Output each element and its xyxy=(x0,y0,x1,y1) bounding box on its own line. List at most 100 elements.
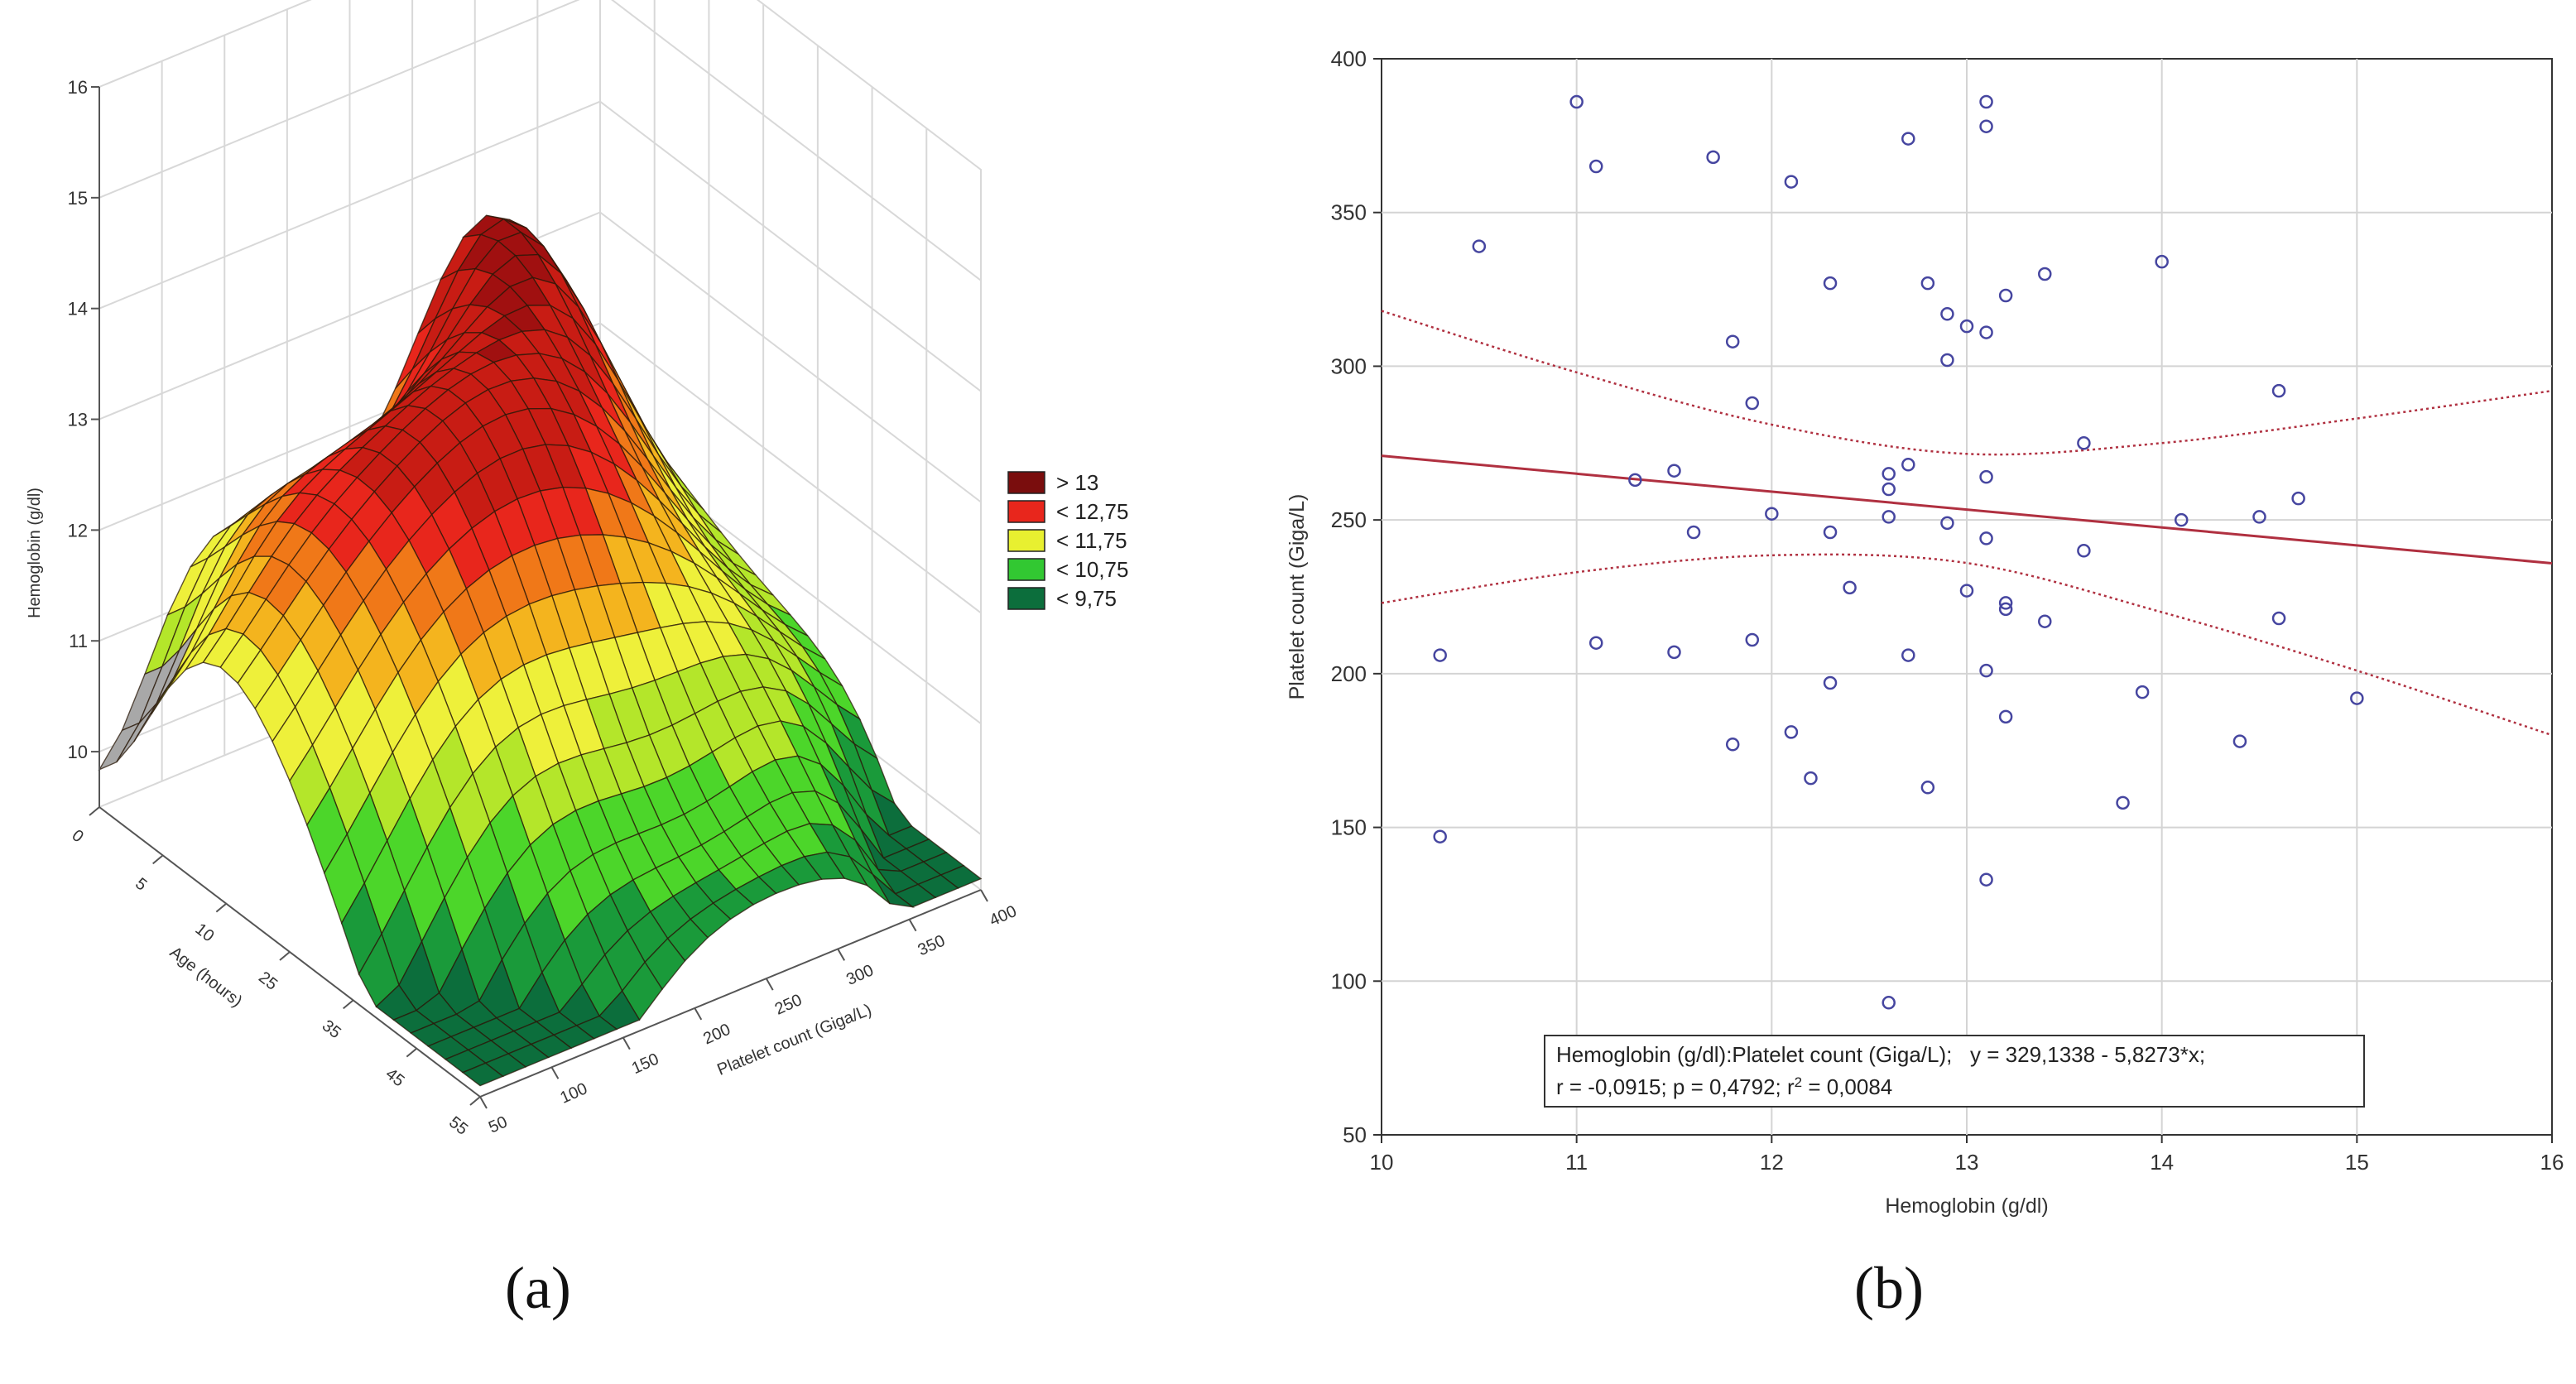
data-point xyxy=(2155,254,2169,269)
data-point xyxy=(1901,132,1915,146)
x-tick-label: 250 xyxy=(772,991,805,1019)
data-point xyxy=(1979,531,1993,545)
data-point xyxy=(1667,645,1681,660)
data-point xyxy=(1882,510,1896,524)
z-tick-label: 12 xyxy=(68,520,88,541)
legend-swatch xyxy=(1007,558,1045,581)
data-point xyxy=(1667,464,1681,478)
data-point xyxy=(1920,781,1935,795)
confidence-band xyxy=(1381,310,2553,737)
legend-label: > 13 xyxy=(1056,470,1098,495)
scatter-chart: 10 11 12 13 14 15 16 50 100 150 200 250 300 350 400 He… xyxy=(1286,46,2564,1218)
data-point xyxy=(1823,525,1838,540)
panel-label-b: (b) xyxy=(1854,1255,1924,1321)
annotation-line-2: r = -0,0915; p = 0,4792; r2 = 0,0084 xyxy=(1556,1074,1892,1100)
data-point xyxy=(2350,691,2364,705)
data-point xyxy=(2038,267,2052,281)
annotation-superscript: 2 xyxy=(1795,1074,1802,1090)
data-point xyxy=(1920,276,1935,291)
y-tick-label: 35 xyxy=(319,1016,344,1042)
legend-swatch xyxy=(1007,529,1045,552)
data-point xyxy=(2077,544,2091,558)
data-point xyxy=(1959,584,1974,598)
y-tick-mark xyxy=(343,999,354,1010)
y-tick-mark xyxy=(469,1096,481,1106)
annotation-line-1: Hemoglobin (g/dl):Platelet count (Giga/L… xyxy=(1556,1042,2205,1067)
data-point xyxy=(1979,663,1993,678)
x-tick-mark xyxy=(622,1037,631,1050)
x-tick-mark xyxy=(765,978,774,991)
data-point xyxy=(2038,614,2052,628)
data-point xyxy=(1843,580,1857,595)
data-point xyxy=(2232,734,2247,748)
data-point xyxy=(1588,636,1603,650)
data-point xyxy=(1725,334,1740,348)
data-point xyxy=(1588,159,1603,174)
y-axis-title: Platelet count (Giga/L) xyxy=(1286,494,1309,700)
legend-swatch xyxy=(1007,500,1045,523)
scatter-axis-ticks: 10 11 12 13 14 15 16 50 100 150 200 250 300 350 400 xyxy=(1331,46,2564,1175)
data-point xyxy=(1979,469,1993,484)
x-tick-label: 10 xyxy=(1370,1150,1394,1175)
data-point xyxy=(1745,396,1760,411)
z-tick-label: 13 xyxy=(68,410,88,430)
data-point xyxy=(1804,771,1818,786)
data-point xyxy=(1979,872,1993,887)
surface-chart: 5010015020025030035040055453525105010111… xyxy=(26,0,1128,1139)
x-tick-label: 12 xyxy=(1760,1150,1784,1175)
x-axis-title: Hemoglobin (g/dl) xyxy=(1885,1194,2048,1218)
surface-cell xyxy=(461,1062,504,1087)
x-tick-label: 350 xyxy=(916,932,948,960)
legend-label: < 11,75 xyxy=(1056,528,1127,553)
legend-label: < 9,75 xyxy=(1056,586,1117,611)
scatter-points xyxy=(1433,94,2364,1010)
data-point xyxy=(1686,525,1701,540)
x-tick-label: 16 xyxy=(2540,1150,2564,1175)
data-point xyxy=(1979,325,1993,339)
y-tick-label: 45 xyxy=(382,1064,407,1090)
regression-line xyxy=(1381,454,2553,565)
x-tick-mark xyxy=(550,1066,560,1079)
x-tick-label: 300 xyxy=(843,961,876,989)
x-axis-line xyxy=(479,889,982,1098)
x-tick-label: 400 xyxy=(987,902,1019,930)
y-tick-mark xyxy=(279,951,291,961)
z-tick-label: 10 xyxy=(68,742,88,762)
legend-label: < 10,75 xyxy=(1056,557,1128,582)
data-point xyxy=(1979,94,1993,109)
data-point xyxy=(1882,996,1896,1010)
x-tick-mark xyxy=(694,1007,703,1021)
y-tick-label: 5 xyxy=(132,875,150,895)
x-tick-label: 13 xyxy=(1955,1150,1979,1175)
legend-label: < 12,75 xyxy=(1056,499,1128,524)
data-point xyxy=(1998,602,2013,617)
z-tick-label: 15 xyxy=(68,188,88,209)
x-tick-label: 15 xyxy=(2345,1150,2369,1175)
y-tick-mark xyxy=(89,806,100,816)
wall-gridline xyxy=(99,211,982,503)
data-point xyxy=(1959,319,1974,334)
y-tick-label: 10 xyxy=(191,920,217,945)
data-point xyxy=(1784,725,1799,739)
data-point xyxy=(1998,596,2013,610)
data-point xyxy=(1569,94,1584,109)
legend-swatch xyxy=(1007,587,1045,610)
regression-line-segment xyxy=(1381,454,2553,565)
data-point xyxy=(1472,239,1487,253)
wall-gridline xyxy=(99,0,982,281)
y-tick-label: 50 xyxy=(1343,1122,1367,1147)
x-tick-label: 14 xyxy=(2150,1150,2174,1175)
y-tick-label: 200 xyxy=(1331,661,1367,686)
z-tick-label: 14 xyxy=(68,299,88,320)
legend-swatch xyxy=(1007,471,1045,494)
z-axis-title: Hemoglobin (g/dl) xyxy=(26,488,44,618)
data-point xyxy=(1882,467,1896,481)
y-tick-label: 400 xyxy=(1331,46,1367,71)
surface-chart-mesh xyxy=(98,214,983,1087)
confidence-band-upper xyxy=(1381,310,2553,456)
data-point xyxy=(1765,507,1779,521)
data-point xyxy=(1784,175,1799,189)
x-tick-mark xyxy=(837,948,846,961)
data-point xyxy=(1433,648,1447,662)
